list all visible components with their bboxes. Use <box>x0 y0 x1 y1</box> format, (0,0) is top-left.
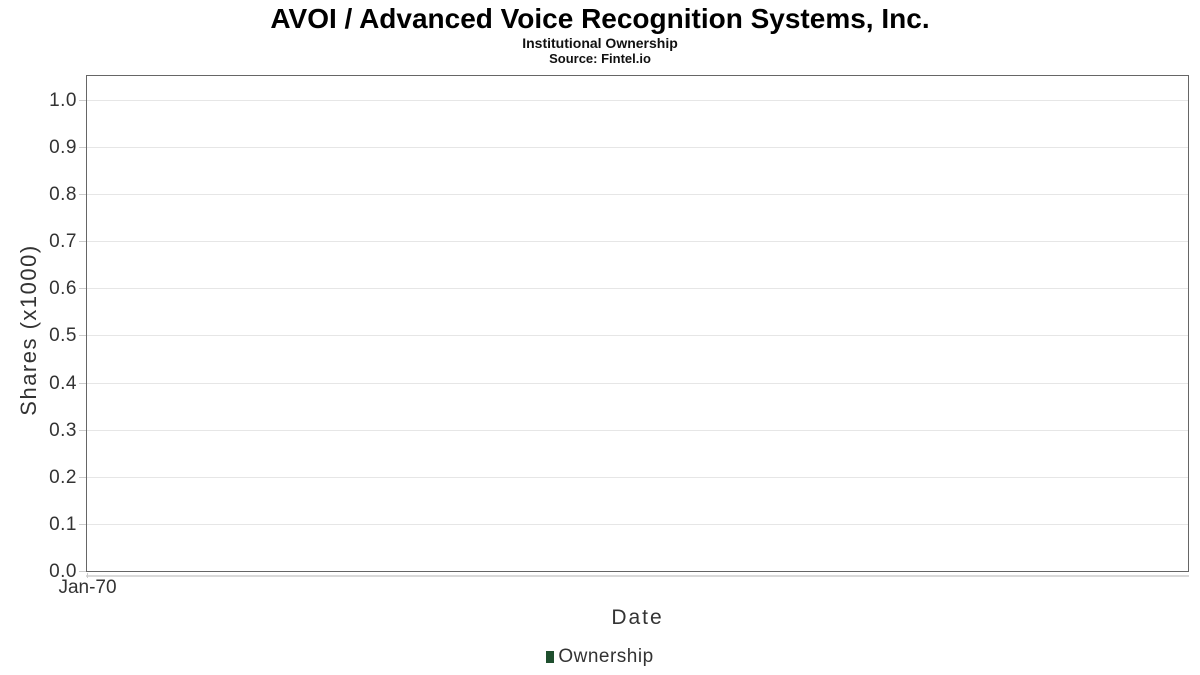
legend: Ownership <box>0 646 1200 668</box>
y-tick-mark <box>79 335 86 336</box>
y-tick-mark <box>79 571 86 572</box>
legend-item-ownership[interactable]: Ownership <box>546 646 653 668</box>
series-marker-icon <box>546 651 555 663</box>
y-tick-mark <box>79 241 86 242</box>
y-tick-label: 0.9 <box>49 136 77 158</box>
chart-title: AVOI / Advanced Voice Recognition System… <box>270 3 930 34</box>
y-tick-mark <box>79 100 86 101</box>
x-axis-ticks: Jan-70 <box>58 573 1188 598</box>
y-tick-label: 0.8 <box>49 183 77 205</box>
chart-source: Source: Fintel.io <box>549 51 651 66</box>
x-axis-title: Date <box>611 606 664 629</box>
x-tick-label: Jan-70 <box>58 577 117 598</box>
plot-area <box>86 75 1189 572</box>
x-axis-line <box>86 575 1189 577</box>
y-tick-mark <box>79 288 86 289</box>
y-tick-mark <box>79 383 86 384</box>
y-tick-mark <box>79 524 86 525</box>
y-tick-mark <box>79 430 86 431</box>
y-tick-mark <box>79 147 86 148</box>
y-tick-mark <box>79 194 86 195</box>
x-tick-mark <box>87 573 88 578</box>
y-tick-label: 0.2 <box>49 466 77 488</box>
chart-subtitle: Institutional Ownership <box>522 35 678 51</box>
y-tick-label: 0.3 <box>49 419 77 441</box>
y-tick-label: 0.1 <box>49 513 77 535</box>
y-tick-label: 1.0 <box>49 89 77 111</box>
legend-label: Ownership <box>558 646 654 667</box>
y-tick-mark <box>79 477 86 478</box>
y-axis-title: Shares (x1000) <box>16 244 41 416</box>
